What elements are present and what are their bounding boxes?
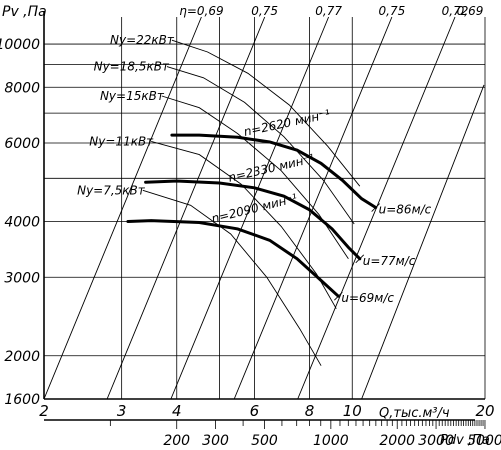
power-curve xyxy=(166,66,355,225)
y-tick-label: 2000 xyxy=(4,349,40,365)
y-axis-label: Pv ,Па xyxy=(2,4,47,20)
efficiency-label: 0,75 xyxy=(379,4,406,18)
speed-marker xyxy=(334,291,343,301)
power-label: Nу=15кВт xyxy=(100,89,165,103)
power-label: Nу=11кВт xyxy=(89,134,154,148)
y-tick-label: 3000 xyxy=(4,270,40,286)
x2-tick-label: 1000 xyxy=(313,433,349,449)
power-label: Nу=22кВт xyxy=(110,33,175,47)
x-tick-label: 20 xyxy=(475,402,494,420)
y-tick-label: 4000 xyxy=(4,215,40,231)
x2-tick-label: 3000 xyxy=(418,433,454,449)
speed-marker xyxy=(371,203,380,212)
power-curve xyxy=(142,189,322,366)
power-curve xyxy=(171,39,361,187)
curves xyxy=(43,16,485,400)
y-tick-label: 8000 xyxy=(4,80,40,96)
axes xyxy=(43,12,486,429)
speed-curve xyxy=(170,133,378,209)
x-tick-label: 2 xyxy=(39,402,49,420)
x2-tick-label: 500 xyxy=(251,433,278,449)
speed-curve xyxy=(144,179,362,261)
speed-curve xyxy=(126,219,340,298)
speed-marker xyxy=(355,254,365,264)
x2-tick-label: 300 xyxy=(202,433,229,449)
speed-marker-label: u=69м/с xyxy=(341,291,394,305)
x-tick-label: 3 xyxy=(117,402,127,420)
x2-axis-label: Pdv ,Па xyxy=(440,433,490,448)
x-tick-label: 8 xyxy=(305,402,315,420)
y-tick-label: 10000 xyxy=(0,37,40,53)
efficiency-label: 0,69 xyxy=(457,4,484,18)
x-tick-label: 10 xyxy=(343,402,362,420)
speed-marker-label: u=77м/с xyxy=(363,254,416,268)
efficiency-label: η=0,69 xyxy=(179,4,223,18)
y-tick-label: 1600 xyxy=(4,392,40,408)
x2-tick-label: 2000 xyxy=(379,433,415,449)
x-tick-label: 6 xyxy=(250,402,260,420)
efficiency-label: 0,75 xyxy=(251,4,278,18)
x-axis-label: Q,тыс.м³/ч xyxy=(379,406,450,421)
efficiency-line xyxy=(170,16,330,400)
power-label: Nу=18,5кВт xyxy=(94,60,170,74)
y-tick-label: 6000 xyxy=(4,136,40,152)
efficiency-line xyxy=(361,84,485,400)
x2-tick-label: 5000 xyxy=(467,433,501,449)
efficiency-line xyxy=(106,16,266,400)
x2-tick-label: 200 xyxy=(163,433,190,449)
efficiency-line xyxy=(43,16,202,400)
efficiency-label: 0,72 xyxy=(442,4,469,18)
labels: 2346810201600200030004000600080001000020… xyxy=(0,4,501,449)
power-label: Nу=7,5кВт xyxy=(77,183,146,197)
speed-marker-label: u=86м/с xyxy=(379,203,432,217)
efficiency-label: 0,77 xyxy=(315,4,342,18)
x-tick-label: 4 xyxy=(172,402,182,420)
